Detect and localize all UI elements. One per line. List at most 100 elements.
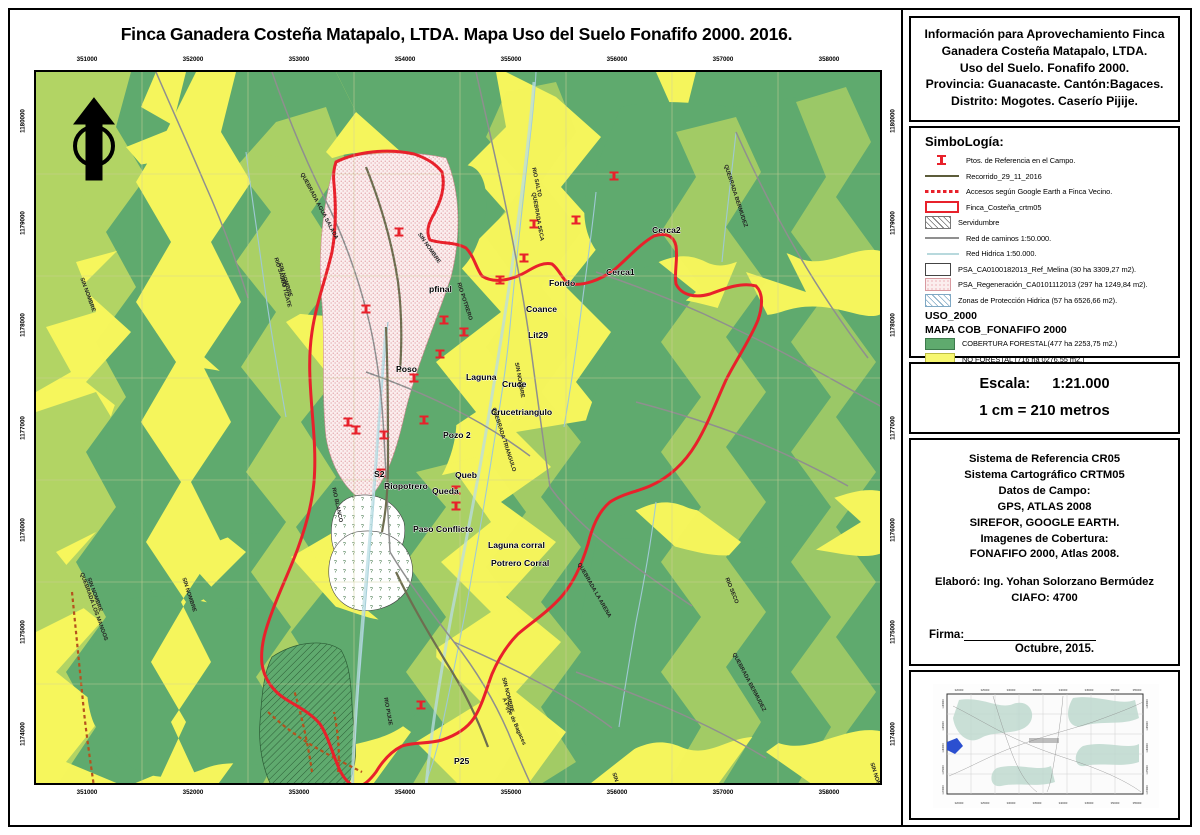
map-point-label-3: Coance — [526, 304, 558, 314]
metadata-text: Sistema de Referencia CR05 Sistema Cartog… — [911, 440, 1178, 563]
legend-item-3[interactable]: Finca_Costeña_crtm05 — [911, 200, 1178, 216]
signature-line[interactable] — [964, 629, 1097, 642]
ref-point-marker[interactable] — [519, 253, 529, 263]
svg-text:325000: 325000 — [981, 688, 990, 692]
legend-item-0[interactable]: Ptos. de Referencia en el Campo. — [911, 153, 1178, 169]
map-point-label-14: Queda — [432, 486, 459, 496]
ref-point-marker[interactable] — [609, 171, 619, 181]
x-tick-label-7: 358000 — [818, 56, 840, 63]
scale-equivalence: 1 cm = 210 metros — [979, 402, 1110, 419]
map-point-label-11: Queb — [455, 470, 477, 480]
ref-point-marker[interactable] — [451, 501, 461, 511]
info-header-line-1: Ganadera Costeña Matapalo, LTDA. — [941, 43, 1148, 58]
legend-symbol-icon — [925, 154, 959, 167]
scale-label: Escala: — [979, 376, 1031, 392]
map-point-label-2: Fondo — [549, 278, 576, 288]
map-point-label-18: P25 — [454, 756, 470, 766]
metadata-line-1: Sistema Cartográfico CRTM05 — [964, 468, 1125, 481]
map-canvas[interactable]: ? — [34, 70, 882, 785]
legend-symbol-icon — [925, 185, 959, 198]
ref-point-marker[interactable] — [419, 415, 429, 425]
signature-label: Firma: — [929, 629, 965, 642]
legend-item-9[interactable]: Zonas de Protección Hidrica (57 ha 6526,… — [911, 293, 1178, 309]
scale-value: 1:21.000 — [1052, 376, 1110, 392]
legend-item-label: Red Hidrica 1:50.000. — [966, 249, 1037, 259]
x-tick-label-6: 357000 — [712, 789, 734, 796]
legend-symbol-icon — [925, 232, 959, 245]
svg-text:345000: 345000 — [1085, 801, 1094, 805]
ref-point-marker[interactable] — [361, 304, 371, 314]
metadata-date: Octubre, 2015. — [1014, 643, 1095, 656]
ref-point-marker[interactable] — [571, 215, 581, 225]
map-point-label-13: Riopotrero — [384, 481, 428, 491]
inset-map-box: 320000 325000 330000 335000 340000 345000 3… — [909, 670, 1180, 820]
ref-point-marker[interactable] — [351, 425, 361, 435]
map-graphics: ? — [36, 72, 880, 783]
y-tick-label-4: 1176000 — [19, 517, 27, 542]
ref-point-marker[interactable] — [439, 315, 449, 325]
map-point-label-16: Laguna corral — [488, 540, 545, 550]
legend-heading-uso: USO_2000 — [925, 310, 977, 322]
y-tick-label-5: 1175000 — [889, 619, 897, 644]
map-point-label-6: Poso — [396, 364, 418, 374]
ref-point-marker[interactable] — [435, 349, 445, 359]
ref-point-marker[interactable] — [409, 373, 419, 383]
legend-item-7[interactable]: PSA_CA0100182013_Ref_Melina (30 ha 3309,… — [911, 262, 1178, 278]
metadata-line-0: Sistema de Referencia CR05 — [968, 453, 1121, 465]
svg-text:1190000: 1190000 — [942, 699, 945, 709]
legend-item-4[interactable]: Servidumbre — [911, 215, 1178, 231]
legend-item-1[interactable]: Recorrido_29_11_2016 — [911, 169, 1178, 185]
ref-point-marker[interactable] — [459, 327, 469, 337]
psa-regeneracion-area — [319, 152, 459, 503]
legend-item-label: Red de caminos 1:50.000. — [966, 233, 1052, 243]
ref-point-marker[interactable] — [379, 430, 389, 440]
ref-point-marker[interactable] — [394, 227, 404, 237]
page-title: Finca Ganadera Costeña Matapalo, LTDA. M… — [120, 24, 793, 44]
legend-item-6[interactable]: Red Hidrica 1:50.000. — [911, 246, 1178, 262]
svg-text:1185000: 1185000 — [1146, 721, 1149, 731]
signature-field[interactable]: Firma: — [911, 607, 1178, 642]
svg-text:335000: 335000 — [1033, 688, 1042, 692]
legend-cover-item-0[interactable]: COBERTURA FORESTAL(477 ha 2253,75 m2.) — [911, 336, 1178, 352]
grid-lines — [36, 72, 880, 783]
svg-text:340000: 340000 — [1059, 801, 1068, 805]
map-svg: ? — [36, 72, 880, 783]
svg-text:345000: 345000 — [1085, 688, 1094, 692]
info-header-line-4: Distrito: Mogotes. Caserío Pijije. — [951, 94, 1138, 109]
y-tick-label-6: 1174000 — [19, 722, 27, 746]
legend-title: SimboLogía: — [925, 134, 1004, 149]
ref-point-marker[interactable] — [343, 417, 353, 427]
x-tick-label-1: 352000 — [182, 789, 204, 796]
ref-point-marker[interactable] — [451, 485, 461, 495]
metadata-author: Elaboró: Ing. Yohan Solorzano Bermúdez — [934, 576, 1154, 589]
map-panel: Finca Ganadera Costeña Matapalo, LTDA. M… — [10, 10, 903, 825]
ref-point-marker[interactable] — [416, 700, 426, 710]
recorrido-track — [364, 166, 490, 748]
inset-map[interactable]: 320000 325000 330000 335000 340000 345000 3… — [933, 684, 1159, 808]
legend-item-2[interactable]: Accesos según Google Earth a Finca Vecin… — [911, 184, 1178, 200]
x-tick-label-0: 351000 — [76, 789, 98, 796]
svg-text:1175000: 1175000 — [942, 765, 945, 775]
legend-box: SimboLogía: Ptos. de Referencia en el Ca… — [909, 126, 1180, 366]
y-tick-label-3: 1177000 — [19, 415, 27, 440]
map-point-label-15: Paso Conflicto — [413, 524, 474, 534]
legend-item-label: Finca_Costeña_crtm05 — [966, 202, 1042, 212]
y-tick-label-0: 1180000 — [889, 109, 897, 133]
info-header-line-3: Provincia: Guanacaste. Cantón:Bagaces. — [925, 77, 1164, 92]
legend-item-label: Servidumbre — [958, 218, 1000, 228]
ref-point-marker[interactable] — [495, 275, 505, 285]
legend-item-8[interactable]: PSA_Regeneración_CA0101112013 (297 ha 12… — [911, 277, 1178, 293]
finca-boundary — [260, 149, 763, 783]
svg-text:355000: 355000 — [1133, 801, 1142, 805]
svg-text:330000: 330000 — [1007, 801, 1016, 805]
x-tick-label-4: 355000 — [500, 56, 522, 63]
legend-item-5[interactable]: Red de caminos 1:50.000. — [911, 231, 1178, 247]
ref-point-marker[interactable] — [529, 219, 539, 229]
legend-item-label: PSA_CA0100182013_Ref_Melina (30 ha 3309,… — [958, 264, 1137, 274]
metadata-ciafo: CIAFO: 4700 — [1011, 592, 1078, 605]
legend-symbol-icon — [925, 293, 951, 307]
ref-point-marker[interactable] — [376, 468, 386, 478]
map-point-label-17: Potrero Corral — [491, 558, 550, 568]
scale-row: Escala: 1:21.000 — [911, 364, 1178, 392]
